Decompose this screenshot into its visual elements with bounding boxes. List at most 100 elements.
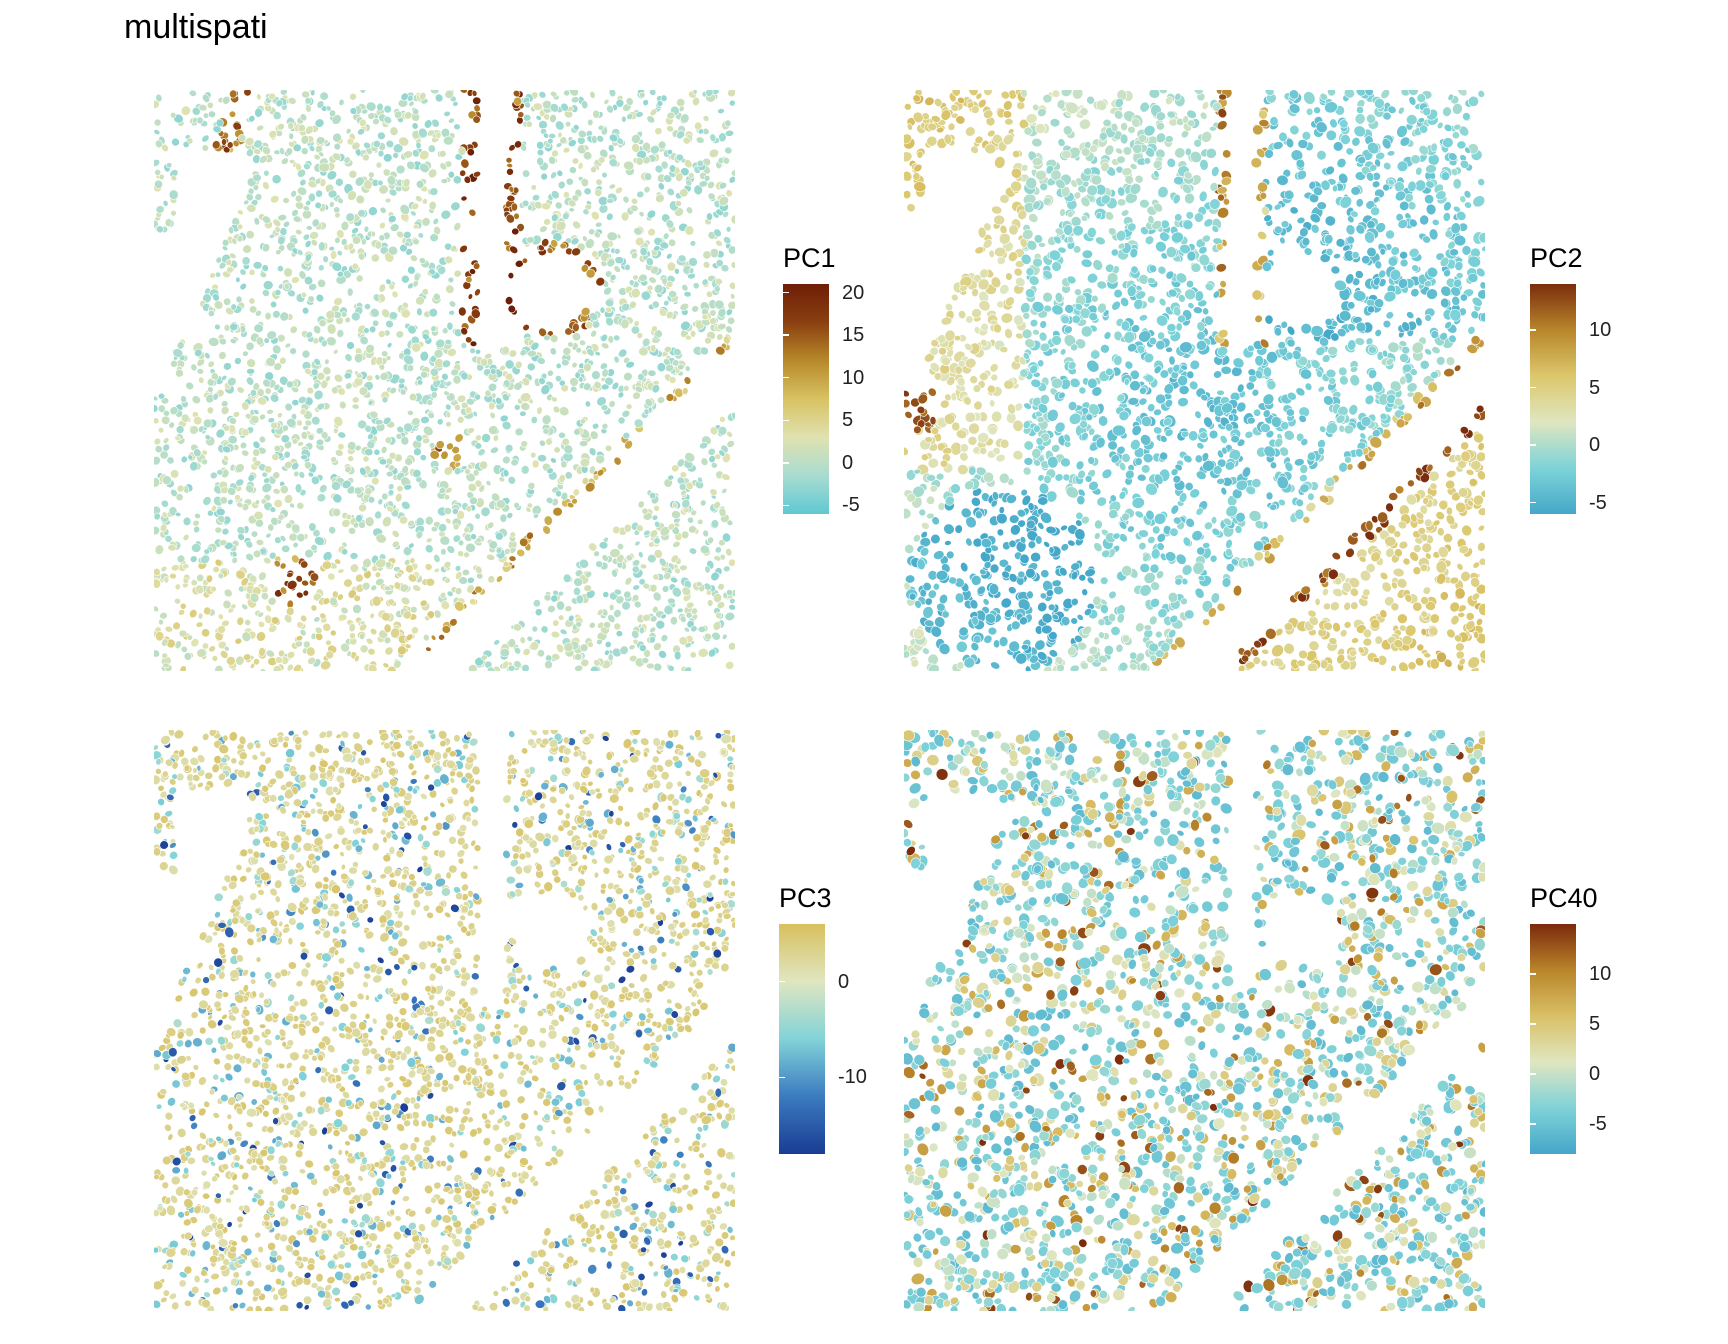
cell-point — [271, 453, 280, 461]
cell-point — [666, 111, 676, 120]
cell-point — [557, 180, 566, 190]
cell-point — [154, 512, 161, 521]
cell-point — [206, 101, 214, 109]
cell-point — [445, 380, 452, 387]
cell-point — [221, 245, 229, 251]
cell-point — [252, 184, 260, 191]
cell-point — [495, 531, 504, 541]
cell-point — [522, 169, 531, 178]
cell-point — [441, 625, 451, 634]
cell-point — [324, 375, 331, 382]
cell-point — [328, 526, 337, 535]
cell-point — [1220, 365, 1232, 375]
cell-point — [315, 145, 323, 154]
cell-point — [593, 658, 601, 667]
cell-point — [333, 142, 341, 151]
cell-point — [430, 391, 438, 399]
cell-point — [542, 428, 550, 435]
cell-point — [263, 337, 270, 344]
cell-point — [384, 585, 392, 592]
cell-point — [724, 129, 735, 137]
cell-point — [299, 629, 307, 637]
cell-point — [569, 90, 579, 97]
cell-point — [703, 175, 711, 182]
cell-point — [343, 578, 353, 588]
cell-point — [258, 571, 267, 581]
cell-point — [596, 135, 604, 143]
cell-point — [1097, 618, 1106, 627]
cell-point — [710, 519, 720, 529]
cell-point — [325, 310, 336, 320]
cell-point — [378, 234, 386, 242]
cell-point — [328, 109, 337, 118]
cell-point — [383, 115, 393, 125]
cell-point — [708, 455, 716, 463]
cell-point — [572, 124, 580, 131]
cell-point — [253, 217, 260, 226]
cell-point — [519, 636, 526, 644]
cell-point — [275, 99, 284, 108]
cell-point — [1477, 442, 1485, 451]
cell-point — [579, 418, 586, 425]
cell-point — [561, 359, 570, 367]
cell-point — [394, 110, 403, 119]
cell-point — [563, 444, 574, 455]
cell-point — [307, 180, 318, 189]
cell-point — [463, 175, 472, 184]
cell-point — [419, 454, 427, 462]
cell-point — [649, 626, 657, 634]
cell-point — [615, 98, 625, 108]
cell-point — [489, 411, 496, 419]
cell-point — [563, 90, 570, 97]
cell-point — [672, 540, 681, 548]
cell-point — [367, 433, 374, 440]
pc2-cells — [904, 90, 1485, 671]
cell-point — [420, 370, 429, 379]
cell-point — [699, 544, 710, 555]
cell-point — [465, 276, 473, 284]
cell-point — [301, 307, 310, 315]
cell-point — [286, 418, 297, 428]
cell-point — [202, 93, 210, 103]
cell-point — [385, 561, 393, 569]
cell-point — [646, 209, 656, 219]
cell-point — [728, 642, 735, 651]
cell-point — [240, 428, 250, 437]
cell-point — [277, 214, 287, 222]
cell-point — [214, 323, 221, 331]
cell-point — [456, 394, 467, 403]
cell-point — [517, 111, 525, 119]
cell-point — [1177, 397, 1189, 408]
cell-point — [600, 383, 610, 391]
cell-point — [647, 228, 656, 237]
cell-point — [245, 540, 254, 549]
cell-point — [488, 425, 499, 435]
cell-point — [651, 384, 660, 394]
cell-point — [479, 460, 488, 470]
cell-point — [597, 124, 605, 131]
cell-point — [666, 188, 675, 196]
cell-point — [154, 544, 164, 555]
cell-point — [291, 523, 301, 533]
cell-point — [707, 181, 715, 189]
cell-point — [669, 616, 678, 626]
cell-point — [957, 464, 969, 476]
cell-point — [430, 325, 437, 332]
cell-point — [374, 240, 383, 250]
cell-point — [609, 274, 617, 281]
cell-point — [716, 333, 724, 341]
cell-point — [379, 206, 387, 214]
cell-point — [355, 573, 364, 583]
cell-point — [215, 256, 222, 264]
cell-point — [559, 628, 568, 635]
cell-point — [261, 215, 271, 224]
cell-point — [272, 665, 282, 671]
cell-point — [201, 628, 211, 638]
cell-point — [454, 601, 465, 612]
cell-point — [1330, 265, 1341, 275]
cell-point — [348, 527, 357, 535]
cell-point — [315, 427, 324, 435]
cell-point — [1304, 382, 1313, 391]
cell-point — [1456, 562, 1464, 571]
cell-point — [364, 303, 371, 311]
